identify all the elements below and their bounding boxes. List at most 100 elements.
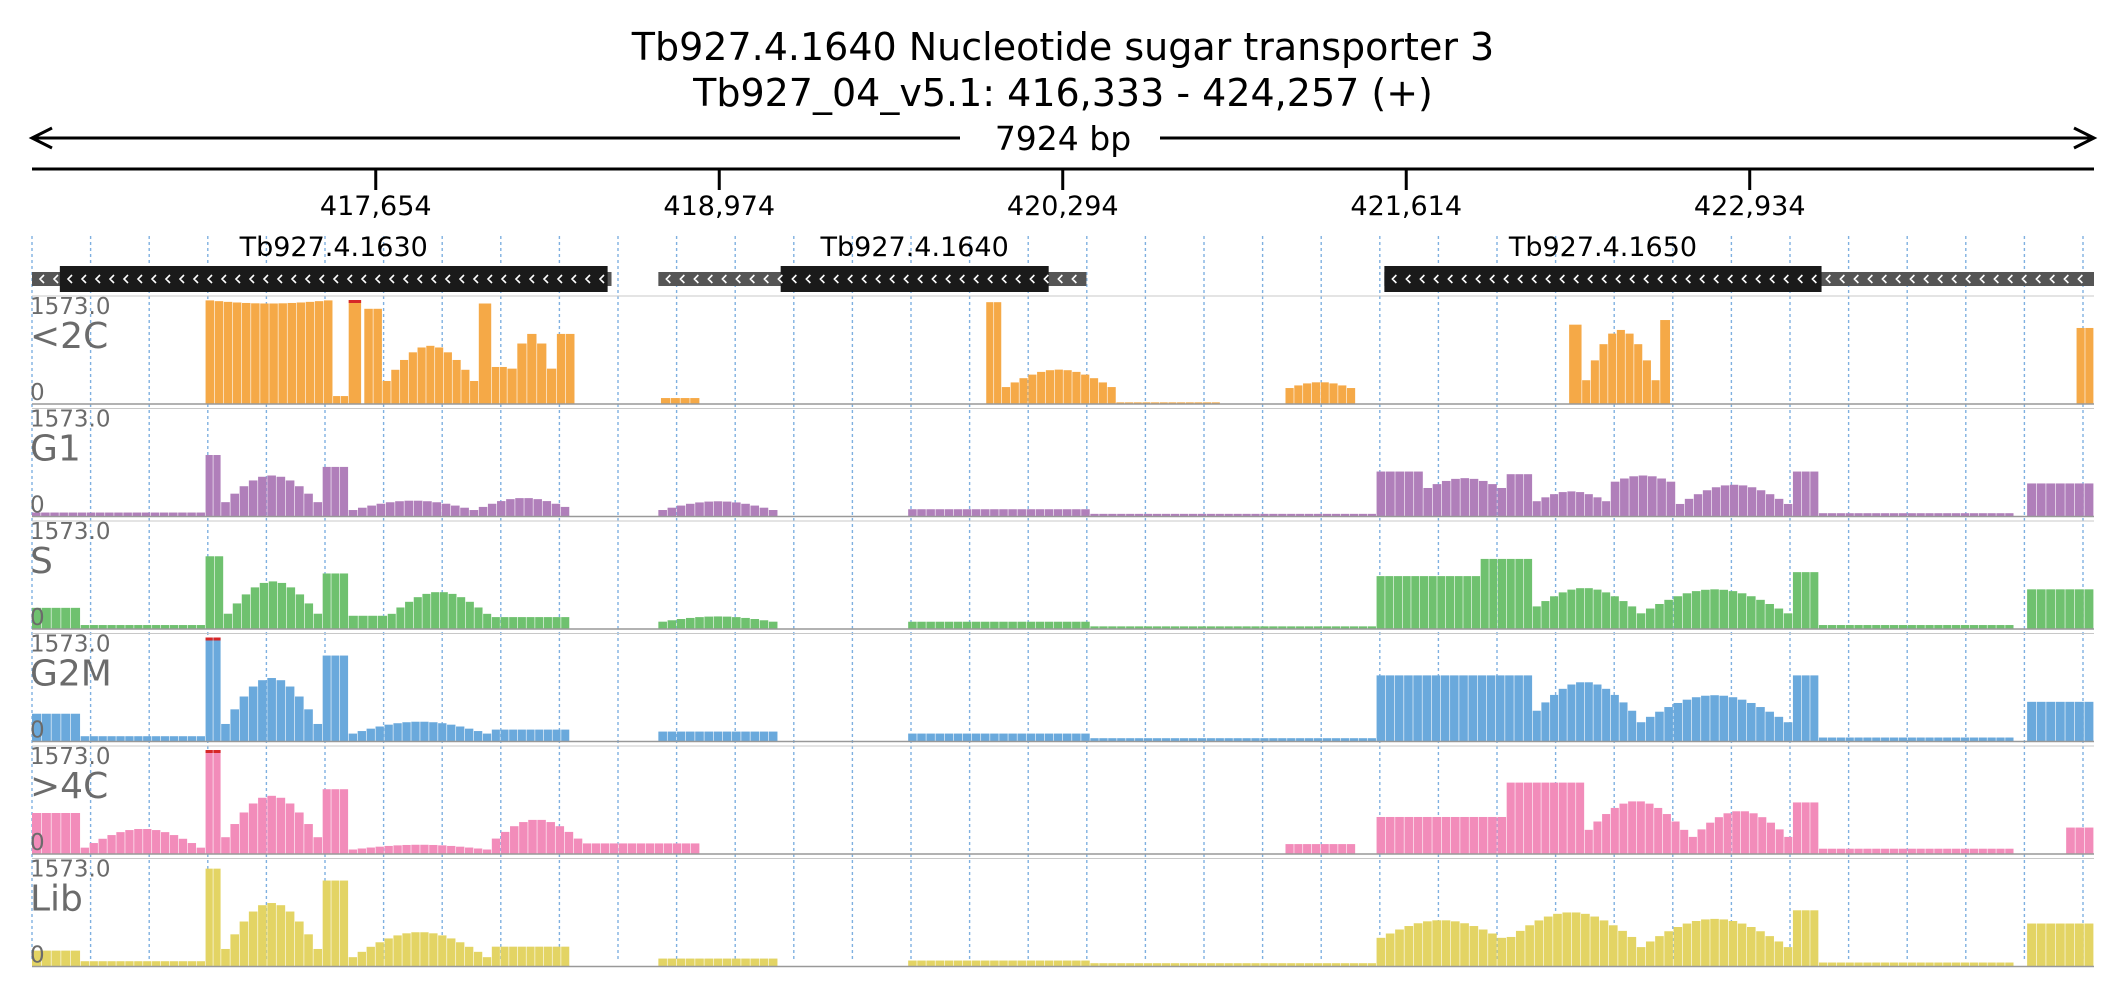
coverage-bar xyxy=(213,455,221,517)
coverage-bar xyxy=(999,621,1008,629)
coverage-bar xyxy=(1532,606,1541,629)
coverage-bar xyxy=(1610,481,1620,517)
coverage-bar xyxy=(1960,737,1970,742)
coverage-bar xyxy=(1331,513,1341,517)
coverage-bar xyxy=(555,826,565,854)
coverage-bar xyxy=(80,736,89,742)
coverage-bar xyxy=(1278,626,1287,629)
coverage-bar xyxy=(741,958,750,967)
coverage-bar xyxy=(1593,589,1602,629)
coverage-bar xyxy=(1143,738,1153,742)
coverage-bar xyxy=(1765,494,1775,517)
coverage-bar xyxy=(1108,738,1117,742)
coverage-bar xyxy=(452,359,461,404)
coverage-bar xyxy=(205,556,215,629)
coverage-bar xyxy=(1358,738,1368,742)
coverage-bar xyxy=(160,961,170,967)
coverage-bar xyxy=(1460,816,1469,854)
coverage-bar xyxy=(1582,380,1591,404)
coverage-bar xyxy=(935,960,944,967)
coverage-bar xyxy=(533,499,542,517)
coverage-bar xyxy=(313,723,323,742)
coverage-bar xyxy=(1756,599,1765,629)
coverage-bar xyxy=(1395,471,1405,517)
coverage-bar xyxy=(1135,963,1144,967)
coverage-bar xyxy=(1081,621,1090,629)
coverage-bar xyxy=(98,961,107,967)
coverage-bar xyxy=(2065,923,2075,967)
coverage-bar xyxy=(1567,782,1576,854)
coverage-bar xyxy=(704,731,714,742)
coverage-bar xyxy=(178,512,187,517)
coverage-bar xyxy=(269,303,278,404)
coverage-bar xyxy=(221,837,230,854)
coverage-bar xyxy=(1691,697,1701,742)
coverage-bar xyxy=(1774,498,1784,517)
coverage-bar xyxy=(469,510,479,517)
coverage-bar xyxy=(517,343,527,404)
coverage-bar xyxy=(1907,625,1916,629)
gene-label: Tb927.4.1640 xyxy=(820,232,1009,263)
coverage-bar xyxy=(196,512,205,517)
coverage-bar xyxy=(1836,737,1845,742)
coverage-bar xyxy=(1278,513,1287,517)
coverage-bar xyxy=(1081,509,1090,517)
coverage-bar xyxy=(1017,960,1026,967)
coverage-bar xyxy=(1532,710,1541,742)
coverage-bar xyxy=(1142,402,1151,404)
coverage-bar xyxy=(1303,844,1312,854)
coverage-bar xyxy=(1296,963,1305,967)
coverage-bar xyxy=(1469,816,1479,854)
coverage-bar xyxy=(926,733,935,742)
coverage-bar xyxy=(1691,591,1701,629)
coverage-bar xyxy=(366,847,375,854)
coverage-bar xyxy=(152,736,161,742)
coverage-bar xyxy=(205,868,213,967)
coverage-bar xyxy=(1987,625,1996,629)
coverage-bar xyxy=(1206,513,1215,517)
coverage-bar xyxy=(517,617,526,629)
coverage-bar xyxy=(1774,608,1784,629)
coverage-bar xyxy=(1305,513,1314,517)
coverage-bar xyxy=(1331,738,1341,742)
coverage-bar xyxy=(313,502,323,517)
coverage-bar xyxy=(1404,926,1414,967)
coverage-bar xyxy=(2046,589,2056,629)
coverage-bar xyxy=(260,303,269,404)
coverage-bar xyxy=(500,831,510,854)
coverage-bar xyxy=(1001,387,1011,404)
coverage-bar xyxy=(478,506,488,517)
coverage-bar xyxy=(89,736,98,742)
coverage-bar xyxy=(1792,471,1801,517)
coverage-bar xyxy=(1660,320,1671,404)
track-ymin-label: 0 xyxy=(30,830,45,856)
coverage-bar xyxy=(221,502,230,517)
coverage-bar xyxy=(2065,589,2075,629)
coverage-bar xyxy=(160,625,170,629)
track-G1: 1573.0G1 0 xyxy=(30,407,2094,519)
coverage-bar xyxy=(1602,688,1611,742)
coverage-bar xyxy=(404,500,414,517)
coverage-bar xyxy=(1810,910,1819,967)
coverage-bar xyxy=(1072,960,1081,967)
coverage-bar xyxy=(1135,513,1144,517)
coverage-bar xyxy=(1543,916,1553,967)
coverage-bar xyxy=(375,726,384,742)
coverage-bar xyxy=(1428,576,1437,629)
coverage-bar xyxy=(1185,402,1194,404)
coverage-bar xyxy=(348,615,358,629)
coverage-bar xyxy=(1117,738,1126,742)
coverage-bar xyxy=(395,501,404,517)
clip-marker xyxy=(348,300,362,303)
coverage-bar xyxy=(667,958,677,967)
coverage-bar xyxy=(426,345,435,404)
coverage-bar xyxy=(160,832,170,854)
coverage-bar xyxy=(1451,478,1460,517)
coverage-bar xyxy=(1081,733,1090,742)
coverage-bar xyxy=(1133,402,1142,404)
coverage-bar xyxy=(1673,596,1683,629)
coverage-bar xyxy=(1099,738,1108,742)
coverage-bar xyxy=(1478,929,1488,967)
coverage-bar xyxy=(535,729,544,742)
coverage-bar xyxy=(2046,701,2056,742)
